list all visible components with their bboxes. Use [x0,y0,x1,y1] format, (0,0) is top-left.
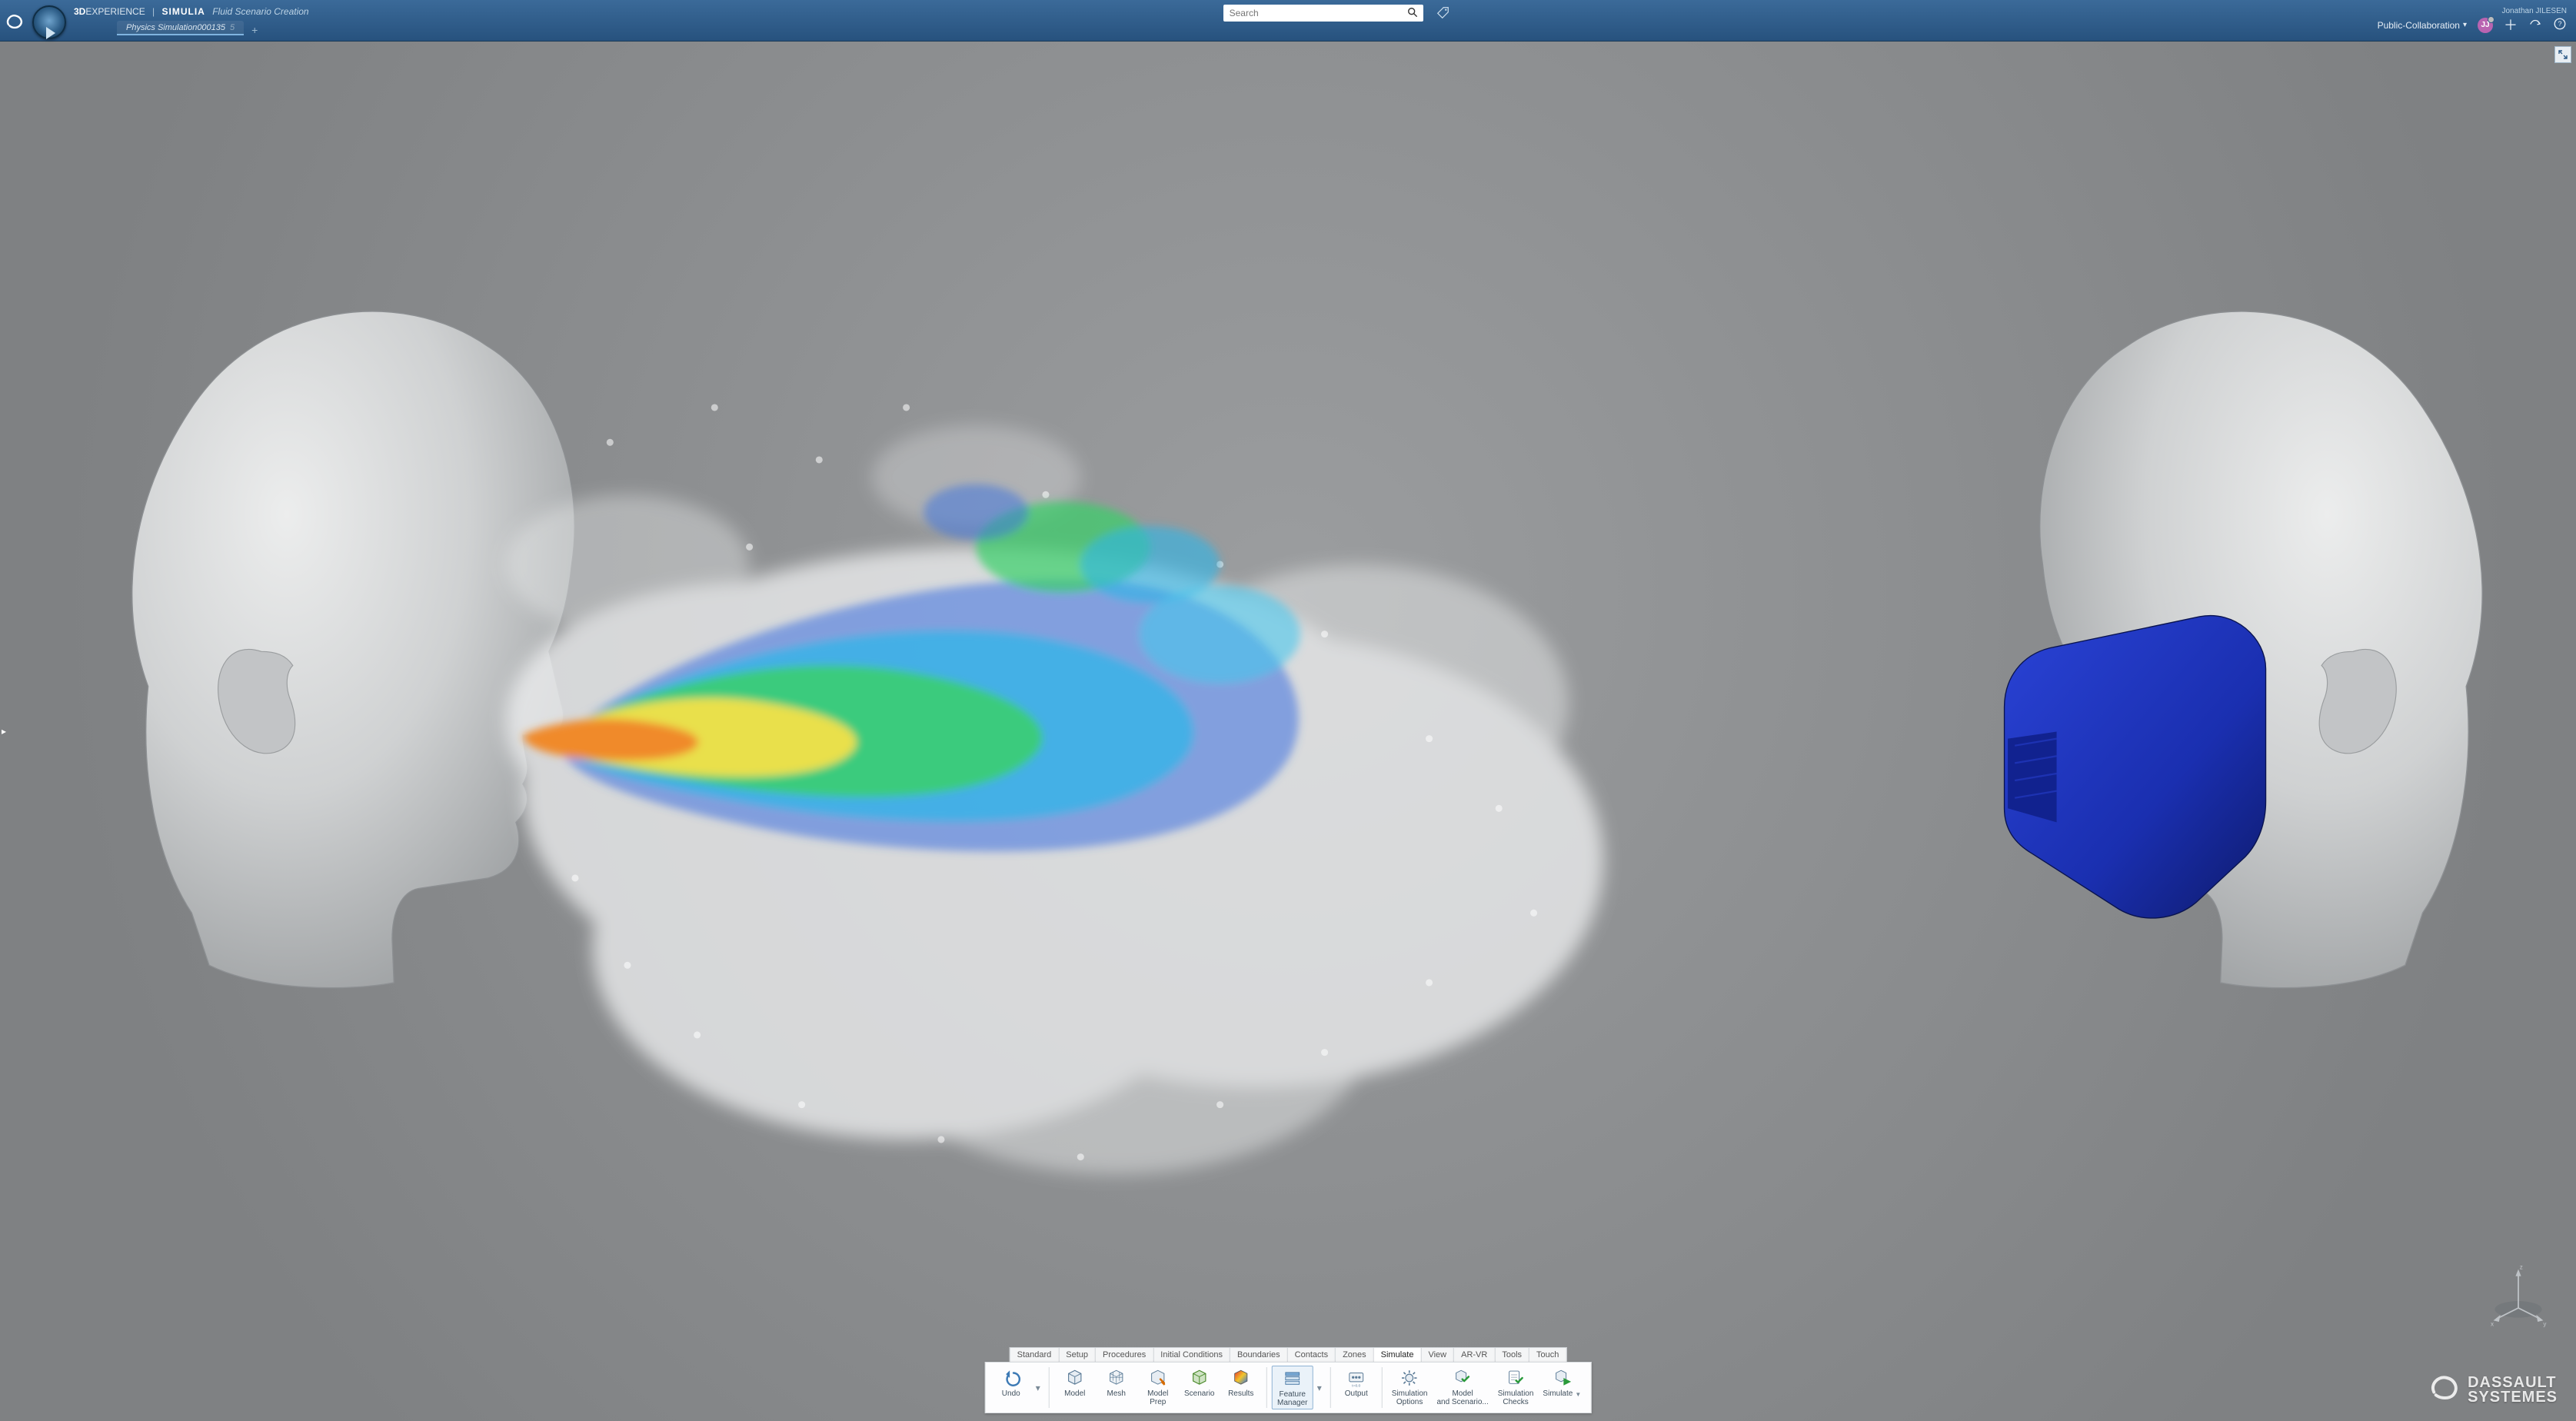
help-icon[interactable]: ? [2553,17,2567,33]
mesh-icon [1106,1367,1127,1389]
feature-manager-icon [1282,1368,1303,1389]
document-tab-row: Physics Simulation0001355 + [74,18,309,35]
share-icon[interactable] [2528,17,2542,33]
action-tab-simulate[interactable]: Simulate [1374,1348,1422,1362]
model-prep-button[interactable]: Model Prep [1137,1366,1179,1409]
action-tab-zones[interactable]: Zones [1336,1348,1374,1362]
simulate-icon [1551,1367,1573,1389]
results-icon [1230,1367,1252,1389]
model-icon [1064,1367,1086,1389]
scenario-button[interactable]: Scenario [1179,1366,1220,1409]
header-right: Jonathan JILESEN Public-Collaboration▾ J… [2368,0,2576,41]
search-container [1223,4,1454,22]
action-tab-setup[interactable]: Setup [1059,1348,1096,1362]
left-head-model [132,311,574,988]
brand-title: 3DEXPERIENCE | SIMULIA Fluid Scenario Cr… [74,6,309,17]
compass-icon[interactable] [32,5,66,39]
action-bar-main: Undo ▾ Model [985,1362,1592,1413]
feature-manager-dropdown[interactable]: ▾ [1313,1366,1326,1409]
undo-button[interactable]: Undo [990,1366,1032,1409]
undo-dropdown[interactable]: ▾ [1032,1366,1044,1409]
dassault-watermark: DASSAULT SYSTEMES [2429,1371,2558,1409]
results-button[interactable]: Results [1220,1366,1262,1409]
simulate-dropdown-icon[interactable]: ▼ [1575,1391,1581,1398]
model-scenario-check-icon [1452,1367,1473,1389]
simulate-button[interactable]: Simulate ▼ [1538,1366,1586,1409]
action-tab-ar-vr[interactable]: AR-VR [1454,1348,1495,1362]
ds-logo-icon[interactable] [5,0,25,41]
feature-manager-button[interactable]: Feature Manager [1272,1366,1313,1409]
add-tab-button[interactable]: + [247,25,262,35]
right-head-model [2005,311,2483,988]
action-tab-view[interactable]: View [1421,1348,1454,1362]
scenario-icon [1189,1367,1210,1389]
svg-text:?: ? [2558,20,2561,28]
action-tab-touch[interactable]: Touch [1529,1348,1566,1362]
svg-text:z: z [2520,1264,2523,1271]
undo-icon [1000,1367,1022,1389]
document-tab[interactable]: Physics Simulation0001355 [117,21,244,35]
add-icon[interactable]: ＋ [2504,18,2518,32]
tag-icon[interactable] [1432,6,1449,20]
action-tab-procedures[interactable]: Procedures [1096,1348,1153,1362]
action-bar-tabs: StandardSetupProceduresInitial Condition… [1010,1347,1567,1362]
viewport-3d[interactable]: ▸ [0,42,2576,1421]
simulation-checks-button[interactable]: Simulation Checks [1493,1366,1539,1409]
action-tab-initial-conditions[interactable]: Initial Conditions [1153,1348,1230,1362]
action-tab-tools[interactable]: Tools [1495,1348,1529,1362]
svg-text:y: y [2543,1320,2547,1327]
model-button[interactable]: Model [1054,1366,1096,1409]
output-button[interactable]: t=0.0 Output [1336,1366,1377,1409]
gear-icon [1399,1367,1420,1389]
action-tab-standard[interactable]: Standard [1010,1348,1060,1362]
model-prep-icon [1147,1367,1169,1389]
app-root: 3DEXPERIENCE | SIMULIA Fluid Scenario Cr… [0,0,2576,1421]
collab-space-dropdown[interactable]: Public-Collaboration▾ [2378,20,2467,31]
simulation-scene [0,42,2576,1366]
user-avatar[interactable]: JJ [2478,18,2493,33]
app-header: 3DEXPERIENCE | SIMULIA Fluid Scenario Cr… [0,0,2576,42]
model-scenario-check-button[interactable]: Model and Scenario... [1432,1366,1493,1409]
action-tab-contacts[interactable]: Contacts [1288,1348,1336,1362]
mesh-button[interactable]: Mesh [1096,1366,1137,1409]
action-bar: StandardSetupProceduresInitial Condition… [985,1347,1592,1413]
simulation-options-button[interactable]: Simulation Options [1387,1366,1433,1409]
action-tab-boundaries[interactable]: Boundaries [1230,1348,1288,1362]
simulation-checks-icon [1505,1367,1526,1389]
output-icon: t=0.0 [1346,1367,1367,1389]
header-left-block: 3DEXPERIENCE | SIMULIA Fluid Scenario Cr… [0,0,309,41]
header-center [309,0,2368,41]
svg-text:t=0.0: t=0.0 [1352,1383,1360,1388]
view-triad-icon[interactable]: z x y [2484,1260,2553,1329]
search-input[interactable] [1223,5,1423,22]
svg-text:x: x [2491,1320,2494,1327]
user-name-label: Jonathan JILESEN [2502,8,2568,15]
search-icon[interactable] [1405,5,1420,20]
